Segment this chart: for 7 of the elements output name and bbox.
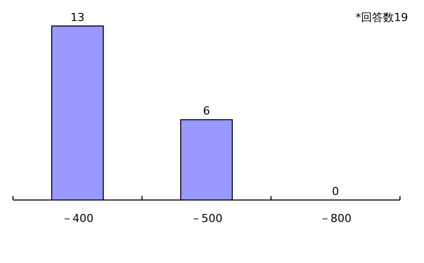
text: *回答数19 [356, 11, 408, 24]
data-label: 13 [70, 11, 84, 24]
data-label: 0 [332, 185, 339, 198]
x-tick-label: －500 [190, 212, 222, 225]
x-tick-label: －400 [62, 212, 94, 225]
x-tick-label: －800 [320, 212, 352, 225]
data-label: 6 [203, 104, 210, 118]
